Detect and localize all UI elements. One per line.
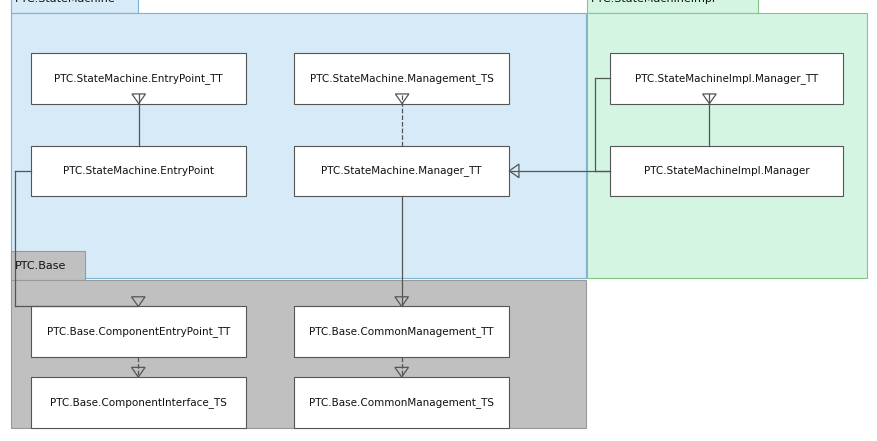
Bar: [586, 0, 757, 13]
Bar: [294, 53, 509, 104]
Text: PTC.Base.ComponentInterface_TS: PTC.Base.ComponentInterface_TS: [50, 397, 226, 408]
Bar: [11, 0, 138, 13]
Bar: [31, 306, 246, 357]
Bar: [31, 53, 246, 104]
Text: PTC.StateMachine: PTC.StateMachine: [15, 0, 116, 4]
Bar: [586, 13, 866, 278]
Text: PTC.StateMachineImpl.Manager_TT: PTC.StateMachineImpl.Manager_TT: [634, 73, 817, 84]
Text: PTC.StateMachine.EntryPoint_TT: PTC.StateMachine.EntryPoint_TT: [53, 73, 223, 84]
Bar: [294, 146, 509, 196]
Bar: [294, 377, 509, 428]
Text: PTC.StateMachineImpl: PTC.StateMachineImpl: [590, 0, 715, 4]
Text: PTC.Base: PTC.Base: [15, 261, 67, 271]
Bar: [11, 280, 585, 428]
Text: PTC.Base.CommonManagement_TT: PTC.Base.CommonManagement_TT: [309, 326, 494, 337]
Bar: [31, 146, 246, 196]
Text: PTC.StateMachine.Management_TS: PTC.StateMachine.Management_TS: [310, 73, 493, 84]
Bar: [31, 377, 246, 428]
Bar: [610, 146, 842, 196]
Text: PTC.Base.ComponentEntryPoint_TT: PTC.Base.ComponentEntryPoint_TT: [46, 326, 230, 337]
Text: PTC.Base.CommonManagement_TS: PTC.Base.CommonManagement_TS: [309, 397, 494, 408]
Text: PTC.StateMachineImpl.Manager: PTC.StateMachineImpl.Manager: [643, 166, 809, 176]
Text: PTC.StateMachine.Manager_TT: PTC.StateMachine.Manager_TT: [321, 165, 481, 176]
Text: PTC.StateMachine.EntryPoint: PTC.StateMachine.EntryPoint: [63, 166, 213, 176]
Bar: [11, 251, 85, 280]
Bar: [610, 53, 842, 104]
Bar: [11, 13, 585, 278]
Bar: [294, 306, 509, 357]
